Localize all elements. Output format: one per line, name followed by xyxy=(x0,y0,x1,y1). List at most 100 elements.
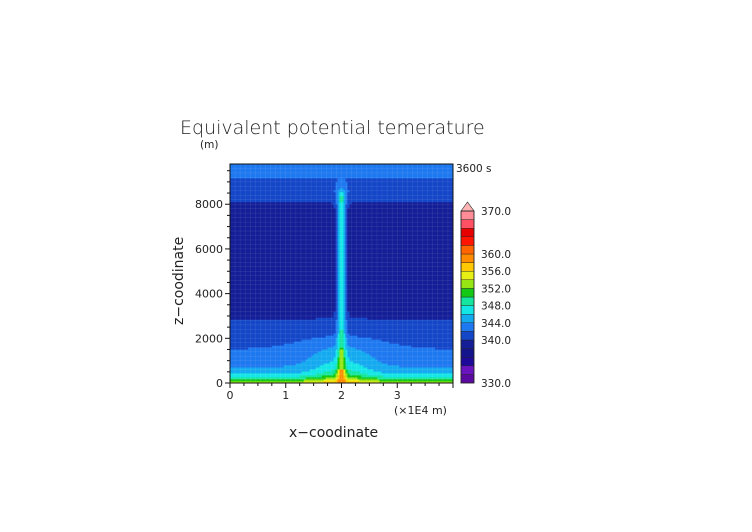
field-cell xyxy=(339,257,344,260)
field-cell xyxy=(343,285,346,288)
field-cell xyxy=(347,301,453,304)
field-cell xyxy=(337,271,340,274)
field-cell xyxy=(345,275,348,278)
field-cell xyxy=(345,315,350,318)
field-cell xyxy=(345,351,348,354)
field-cell xyxy=(337,341,340,344)
field-cell xyxy=(337,345,340,348)
field-cell xyxy=(347,277,453,280)
colorbar-extension xyxy=(460,201,475,212)
field-cell xyxy=(335,219,338,223)
field-cell xyxy=(337,281,340,284)
field-cell xyxy=(347,263,453,266)
field-cell xyxy=(347,373,350,376)
field-cell xyxy=(339,205,344,209)
field-cell xyxy=(337,277,340,280)
field-cell xyxy=(337,331,340,334)
field-cell xyxy=(230,329,336,332)
field-cell xyxy=(230,297,336,300)
field-cell xyxy=(345,371,348,374)
field-cell xyxy=(299,375,322,378)
field-cell xyxy=(301,371,324,374)
field-cell xyxy=(230,197,336,201)
field-cell xyxy=(247,347,328,350)
field-cell xyxy=(339,283,344,286)
field-cell xyxy=(343,279,346,282)
field-cell xyxy=(337,349,340,352)
field-cell xyxy=(343,257,346,260)
field-cell xyxy=(365,351,453,354)
field-cell xyxy=(335,225,338,229)
field-cell xyxy=(339,319,344,322)
field-cell xyxy=(339,305,344,308)
field-cell xyxy=(351,369,374,372)
field-cell xyxy=(339,215,344,219)
field-cell xyxy=(323,379,336,382)
field-cell xyxy=(335,275,338,278)
colorbar-segment xyxy=(460,279,475,289)
field-cell xyxy=(230,293,336,296)
field-cell xyxy=(343,357,346,360)
field-cell xyxy=(230,379,305,382)
field-cell xyxy=(343,365,346,368)
field-cell xyxy=(345,339,348,342)
field-cell xyxy=(347,321,453,324)
field-cell xyxy=(335,187,340,191)
field-cell xyxy=(335,257,338,260)
field-cell xyxy=(339,253,344,256)
field-cell xyxy=(335,249,338,252)
field-cell xyxy=(343,339,346,342)
field-cell xyxy=(335,305,338,308)
field-cell xyxy=(343,197,346,201)
field-cell xyxy=(345,319,348,322)
field-cell xyxy=(347,379,360,382)
field-cell xyxy=(343,353,346,356)
field-cell xyxy=(347,297,453,300)
field-cell xyxy=(337,223,340,227)
field-cell xyxy=(230,307,336,310)
field-cell xyxy=(337,317,340,320)
field-cell xyxy=(353,361,382,364)
field-cell xyxy=(345,263,348,266)
field-cell xyxy=(337,219,340,223)
field-cell xyxy=(230,291,336,294)
field-cell xyxy=(337,261,340,264)
field-cell xyxy=(339,261,344,264)
field-cell xyxy=(337,243,340,247)
field-cell xyxy=(347,265,453,268)
field-cell xyxy=(339,297,344,300)
field-cell xyxy=(230,189,334,193)
field-cell xyxy=(335,229,338,233)
field-cell xyxy=(345,229,348,233)
field-cell xyxy=(345,269,348,272)
field-cell xyxy=(343,267,346,270)
field-cell xyxy=(337,335,340,338)
field-cell xyxy=(337,209,340,213)
field-cell xyxy=(339,265,344,268)
field-cell xyxy=(361,349,453,352)
field-cell xyxy=(230,207,336,211)
field-cell xyxy=(359,371,382,374)
field-cell xyxy=(230,345,273,348)
field-cell xyxy=(335,327,338,330)
field-cell xyxy=(337,199,340,203)
field-cell xyxy=(367,367,453,370)
field-cell xyxy=(339,231,344,235)
field-cell xyxy=(230,259,336,262)
field-cell xyxy=(337,205,340,209)
field-cell xyxy=(337,311,340,314)
field-cell xyxy=(347,225,453,229)
field-cell xyxy=(347,291,453,294)
field-cell xyxy=(335,247,338,251)
field-cell xyxy=(345,285,348,288)
field-cell xyxy=(343,375,346,378)
field-cell xyxy=(335,309,338,312)
field-cell xyxy=(345,279,348,282)
field-cell xyxy=(343,211,346,215)
field-cell xyxy=(347,247,453,251)
y-axis-label: z−coodinate xyxy=(171,237,187,325)
field-cell xyxy=(345,241,348,245)
field-cell xyxy=(323,381,338,383)
field-cell xyxy=(339,251,344,254)
field-cell xyxy=(230,191,336,195)
